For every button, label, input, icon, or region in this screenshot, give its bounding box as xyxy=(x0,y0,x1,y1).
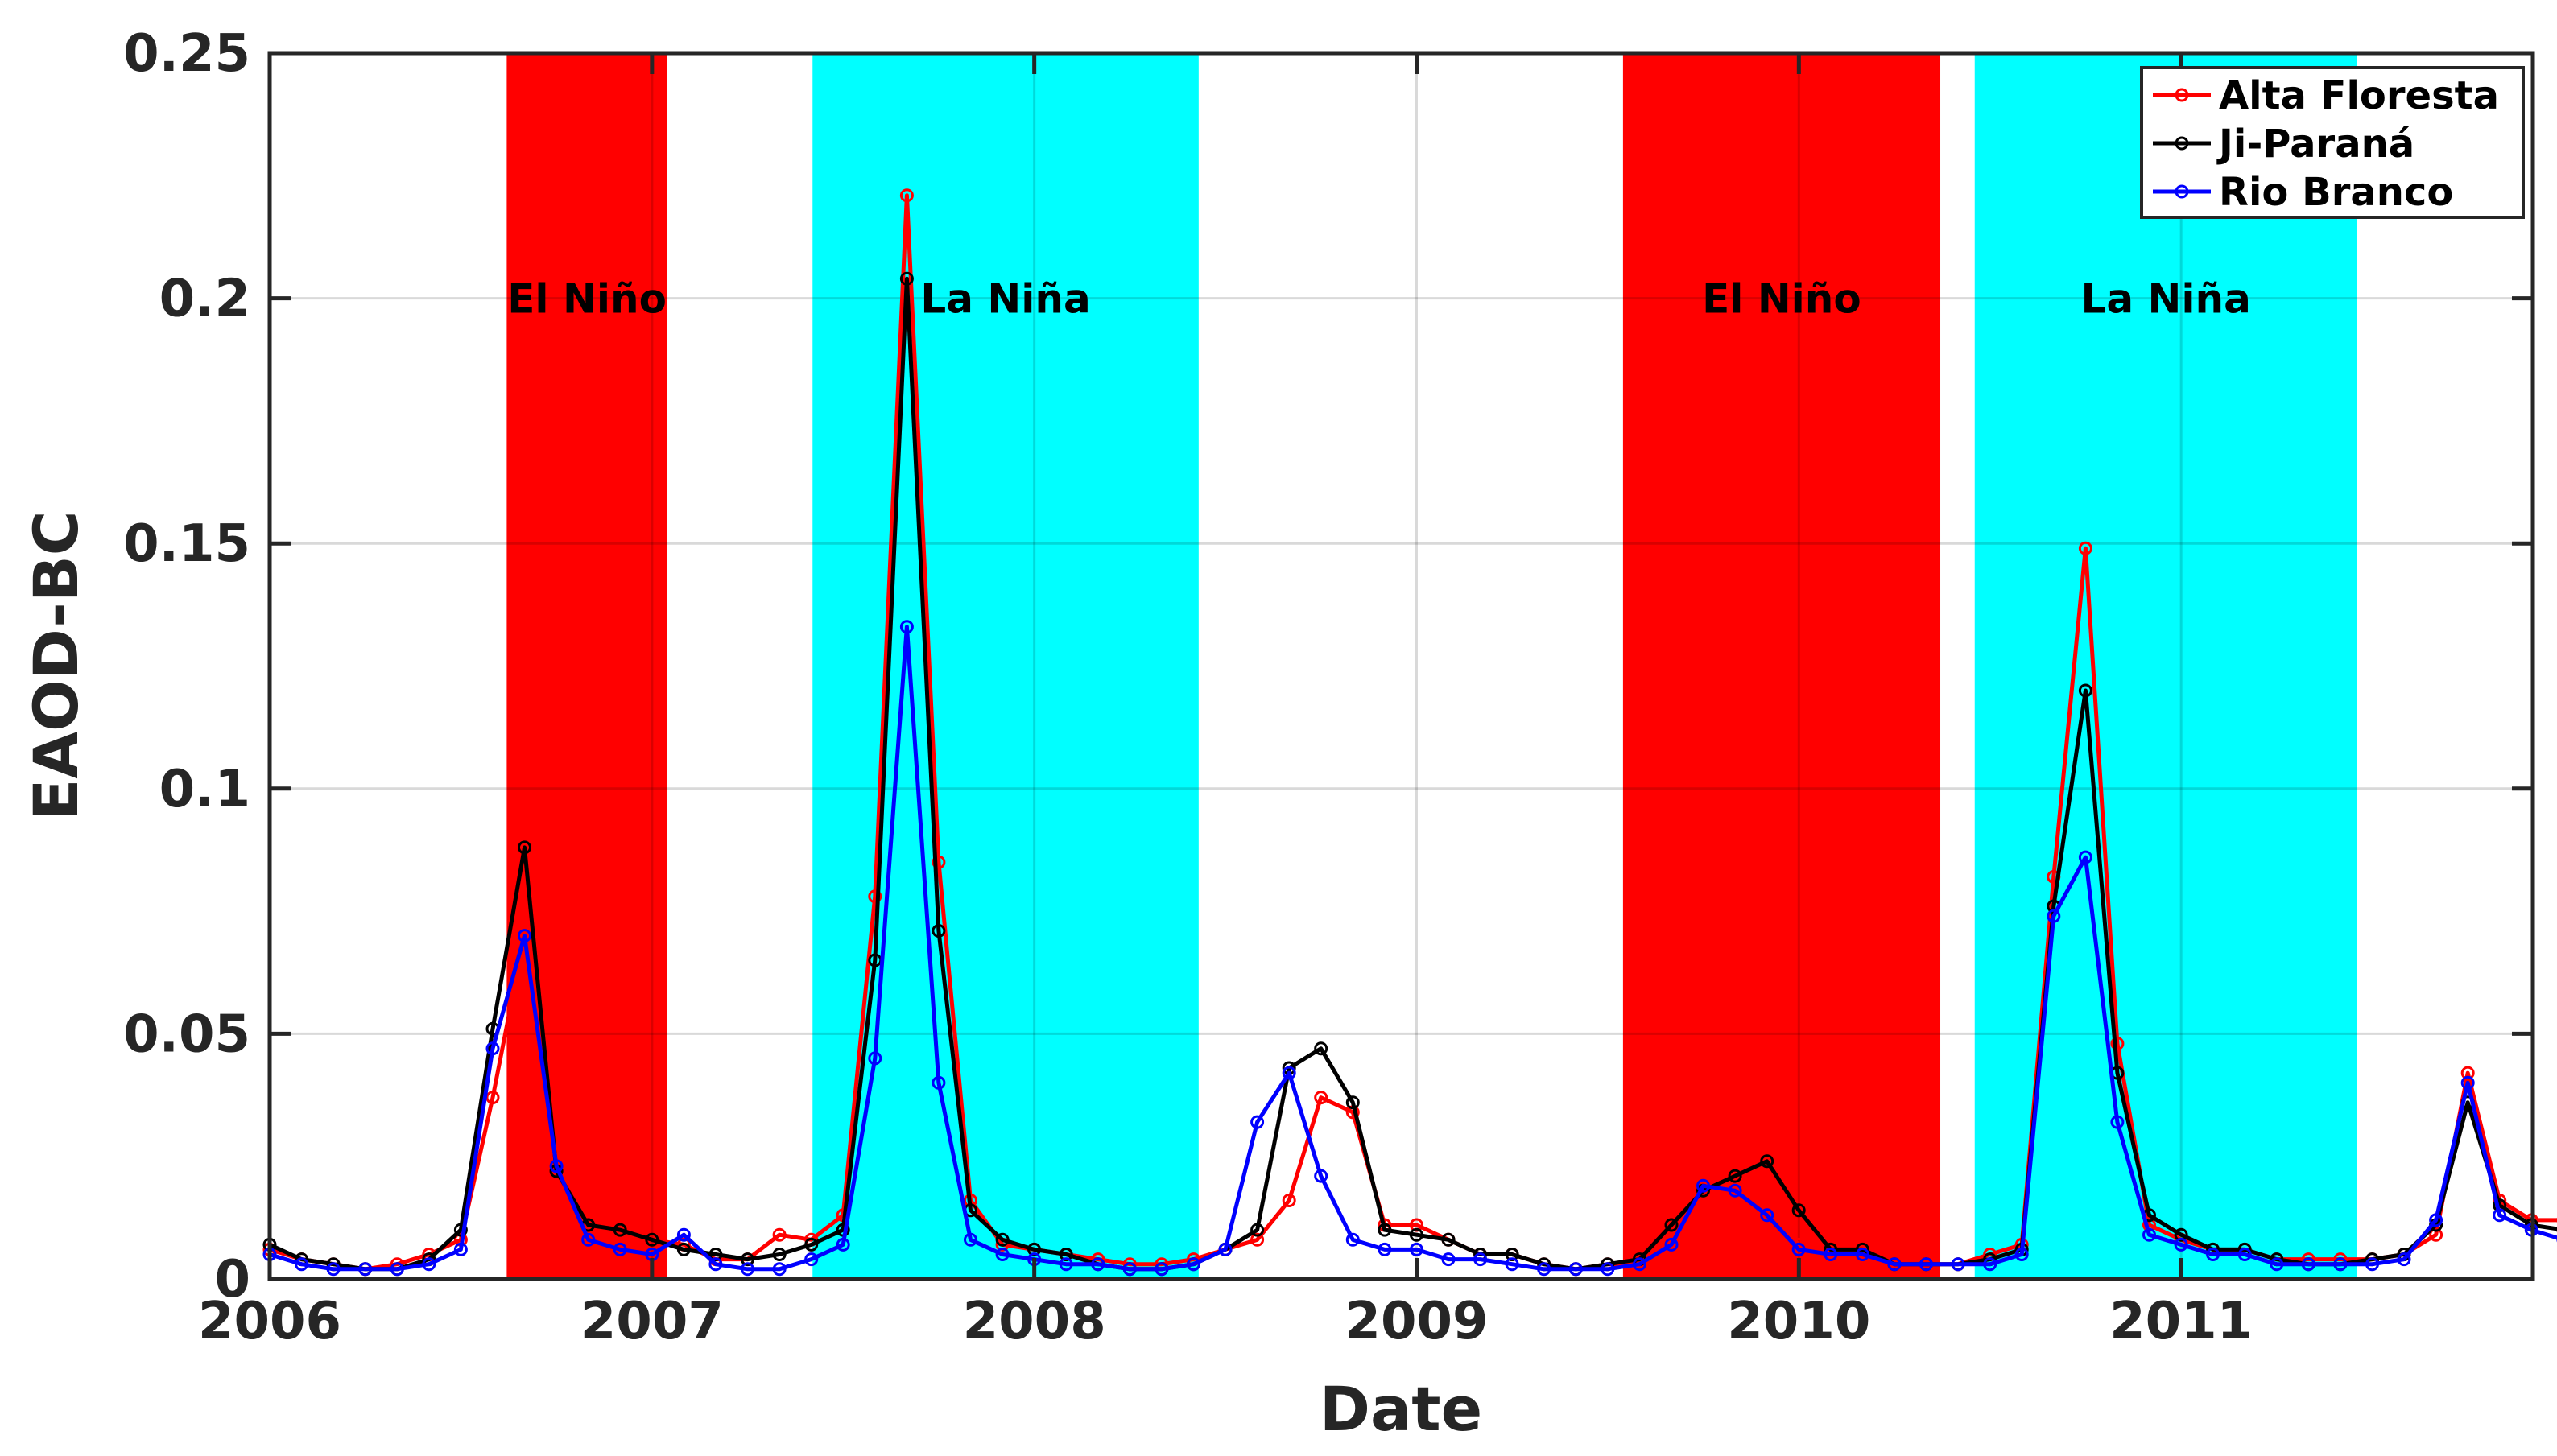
enso-band-label-1: El Niño xyxy=(507,276,667,323)
eaod-bc-time-series-chart: El Niño La Niña El Niño La Niña 00.050.10.1… xyxy=(0,0,2557,1456)
x-tick-label-1: 2007 xyxy=(580,1292,724,1351)
y-tick-label-5: 0.25 xyxy=(123,24,250,84)
enso-band-3 xyxy=(1623,53,1940,1279)
y-tick-label-3: 0.15 xyxy=(123,514,250,574)
x-tick-label-2: 2008 xyxy=(963,1292,1106,1351)
enso-band-4 xyxy=(1975,53,2357,1279)
x-tick-label-3: 2009 xyxy=(1345,1292,1488,1351)
legend: Alta FlorestaJi-ParanáRio Branco xyxy=(2142,68,2523,217)
enso-band-label-4: La Niña xyxy=(2080,276,2250,323)
legend-label-ji-paran-: Ji-Paraná xyxy=(2216,122,2414,167)
legend-label-rio-branco: Rio Branco xyxy=(2219,170,2453,215)
y-tick-label-2: 0.1 xyxy=(159,760,250,819)
x-axis-title: Date xyxy=(1320,1373,1482,1445)
y-axis-title: EAOD-BC xyxy=(20,510,92,820)
legend-label-alta-floresta: Alta Floresta xyxy=(2219,73,2499,118)
enso-band-label-2: La Niña xyxy=(920,276,1090,323)
x-tick-label-4: 2010 xyxy=(1727,1292,1870,1351)
x-tick-label-5: 2011 xyxy=(2109,1292,2253,1351)
y-tick-label-1: 0.05 xyxy=(123,1004,250,1064)
enso-band-1 xyxy=(506,53,667,1279)
enso-band-label-3: El Niño xyxy=(1702,276,1861,323)
y-tick-label-4: 0.2 xyxy=(159,270,250,329)
x-tick-label-0: 2006 xyxy=(198,1292,341,1351)
